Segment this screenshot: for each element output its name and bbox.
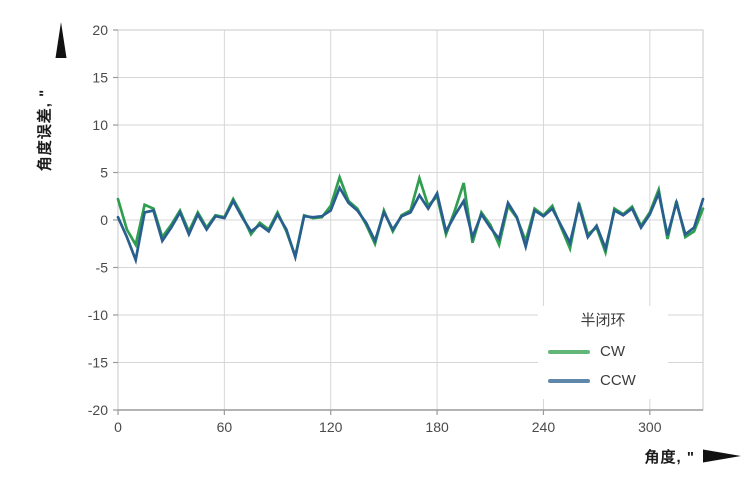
x-tick-label: 180 [425, 419, 449, 435]
y-tick-label: 20 [92, 22, 108, 38]
y-tick-label: 0 [100, 212, 108, 228]
x-axis-arrow-icon [703, 449, 741, 463]
y-tick-label: 5 [100, 165, 108, 181]
legend: 半闭环 CW CCW [538, 306, 668, 399]
y-axis-arrow-icon [55, 22, 67, 58]
cw-line-swatch-icon [548, 349, 590, 354]
ccw-line-swatch-icon [548, 378, 590, 383]
y-tick-label: -15 [88, 355, 108, 371]
y-tick-label: -10 [88, 307, 108, 323]
legend-label-ccw: CCW [600, 372, 636, 389]
x-tick-label: 240 [532, 419, 556, 435]
series-line-ccw [116, 184, 705, 265]
x-tick-label: 60 [217, 419, 233, 435]
y-axis-label: 角度误差, " [36, 88, 54, 172]
legend-title: 半闭环 [580, 312, 626, 329]
legend-item-ccw: CCW [542, 366, 664, 395]
x-tick-label: 0 [114, 419, 122, 435]
series-line-cw [116, 173, 705, 261]
x-tick-label: 120 [319, 419, 343, 435]
y-tick-label: 10 [92, 117, 108, 133]
x-tick-label: 300 [638, 419, 662, 435]
y-tick-label: -20 [88, 402, 108, 418]
legend-item-cw: CW [542, 337, 664, 366]
legend-label-cw: CW [600, 343, 625, 360]
y-tick-label: -5 [96, 260, 109, 276]
x-axis-label: 角度, " [644, 449, 695, 466]
y-tick-label: 15 [92, 70, 108, 86]
